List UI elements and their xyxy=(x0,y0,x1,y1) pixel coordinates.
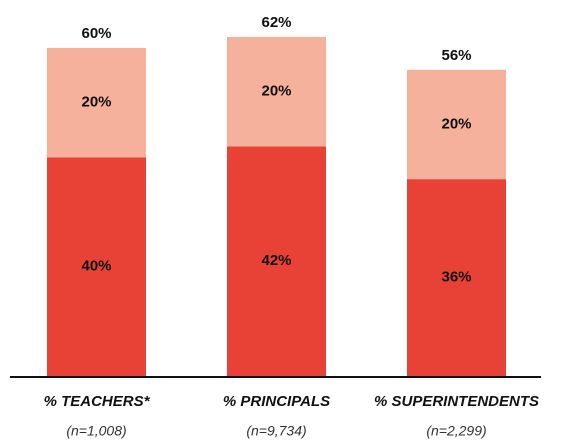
value-label: 20% xyxy=(441,115,471,132)
total-label: 62% xyxy=(261,14,291,31)
value-label: 42% xyxy=(261,252,291,269)
total-label: 60% xyxy=(81,25,111,42)
sample-size-label: (n=2,299) xyxy=(426,423,486,439)
sample-size-label: (n=9,734) xyxy=(246,423,306,439)
bar-segment xyxy=(227,146,326,376)
bar-segment xyxy=(47,157,146,376)
value-label: 40% xyxy=(81,258,111,275)
category-label: % SUPERINTENDENTS xyxy=(374,393,539,410)
value-label: 36% xyxy=(441,269,471,286)
category-label: % TEACHERS* xyxy=(44,393,151,410)
total-label: 56% xyxy=(441,47,471,64)
bar-segment xyxy=(227,37,326,147)
sample-size-label: (n=1,008) xyxy=(66,423,126,439)
value-label: 20% xyxy=(261,83,291,100)
bar-segment xyxy=(407,179,506,376)
value-label: 20% xyxy=(81,94,111,111)
bar-segment xyxy=(47,47,146,158)
category-label: % PRINCIPALS xyxy=(223,393,330,410)
bar-segment xyxy=(407,69,506,180)
